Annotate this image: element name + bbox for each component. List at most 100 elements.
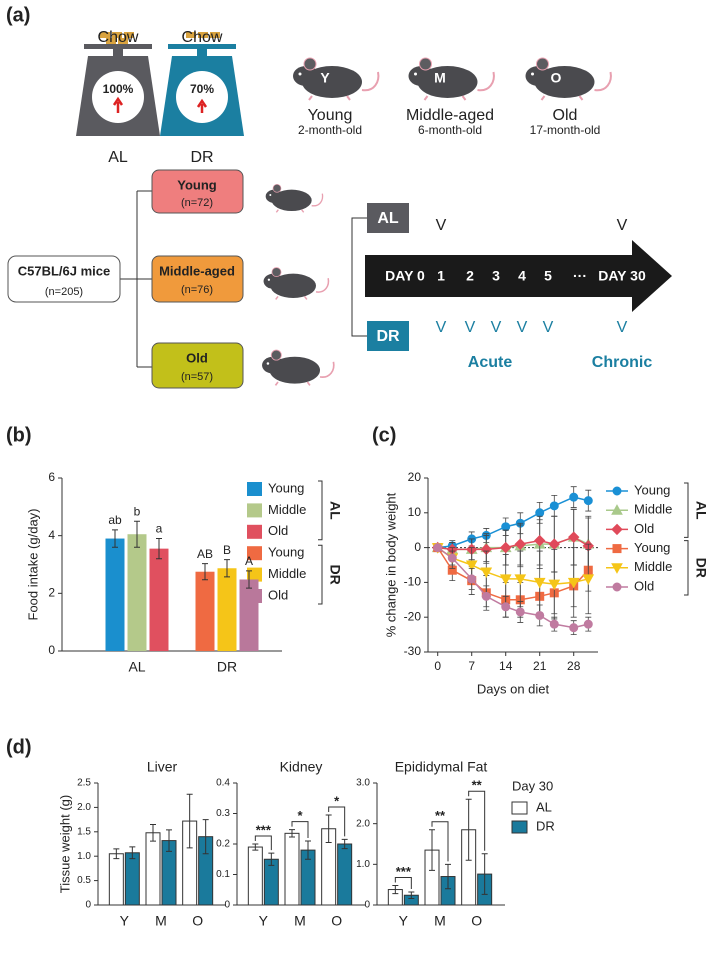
error-bar xyxy=(445,863,451,890)
group-n: (n=76) xyxy=(181,284,213,296)
marker xyxy=(480,567,493,578)
marker xyxy=(582,574,595,585)
x-tick-label: 7 xyxy=(468,659,475,673)
bar xyxy=(145,832,161,906)
bar xyxy=(284,832,300,906)
row-box xyxy=(367,321,409,351)
panel-label: (b) xyxy=(6,424,32,446)
legend-bracket xyxy=(318,480,323,541)
marker xyxy=(548,579,561,591)
x-tick-label: DR xyxy=(217,659,237,675)
error-bar xyxy=(481,853,488,895)
legend-marker xyxy=(611,504,623,515)
bar xyxy=(127,534,147,651)
x-tick-label: O xyxy=(331,913,342,929)
group-label: Middle-aged xyxy=(159,263,235,278)
letter-label: B xyxy=(223,543,231,557)
day-label: DAY 0 xyxy=(385,268,425,284)
phase-label: Acute xyxy=(468,354,513,371)
legend-marker xyxy=(611,523,623,536)
significance-bracket xyxy=(254,835,272,851)
legend-bracket xyxy=(684,540,689,596)
legend-marker xyxy=(612,544,622,554)
line xyxy=(437,546,589,629)
panel-label: (c) xyxy=(372,424,396,446)
scale-al xyxy=(76,32,160,136)
legend-label: Old xyxy=(634,578,654,593)
legend-label: Middle xyxy=(634,502,672,517)
marker xyxy=(481,591,491,601)
x-tick-label: M xyxy=(434,913,446,929)
significance-label: ** xyxy=(435,808,446,823)
legend-label: Young xyxy=(268,480,304,495)
marker xyxy=(514,538,526,550)
legend-group-label: DR xyxy=(693,558,709,578)
letter-label: ab xyxy=(108,513,122,527)
marker xyxy=(568,531,580,543)
legend-label: Old xyxy=(268,587,288,602)
y-tick-label: 0 xyxy=(414,540,421,554)
y-tick-label: 2.0 xyxy=(356,818,370,829)
day-label: 5 xyxy=(544,268,552,284)
significance-bracket xyxy=(394,876,412,889)
marker xyxy=(501,602,511,612)
marker xyxy=(467,574,477,584)
x-tick-label: 0 xyxy=(434,659,441,673)
bar xyxy=(124,852,140,906)
x-tick-label: M xyxy=(294,913,306,929)
y-tick-label: 10 xyxy=(408,505,422,519)
letter-label: a xyxy=(156,522,163,536)
y-tick-label: 2 xyxy=(48,586,55,600)
row-label: AL xyxy=(377,210,399,227)
error-bar xyxy=(202,563,208,581)
panel-label: (a) xyxy=(6,4,30,26)
group-label: Young xyxy=(177,177,217,192)
marker xyxy=(549,501,559,511)
y-tick-label: 0.1 xyxy=(216,869,230,880)
x-tick-label: Y xyxy=(120,913,130,929)
scale-percent: 70% xyxy=(190,82,214,96)
significance-bracket xyxy=(291,821,309,838)
bar xyxy=(247,846,263,906)
legend-bracket xyxy=(318,544,323,605)
phase-label: Chronic xyxy=(592,354,653,371)
y-tick-label: 0.3 xyxy=(216,808,230,819)
bar xyxy=(108,853,124,906)
y-tick-label: 0 xyxy=(85,900,91,911)
y-tick-label: 0.5 xyxy=(77,875,91,886)
legend-group-label: DR xyxy=(327,564,343,584)
y-tick-label: 1.5 xyxy=(77,826,91,837)
day-label: 2 xyxy=(466,268,474,284)
legend-label: Middle xyxy=(634,559,672,574)
x-tick-label: AL xyxy=(128,659,145,675)
y-axis-label: Tissue weight (g) xyxy=(57,795,72,894)
dr-mark: V xyxy=(517,319,528,336)
marker xyxy=(447,553,457,563)
y-tick-label: 0.2 xyxy=(216,839,230,850)
marker xyxy=(535,508,545,518)
significance-bracket xyxy=(468,790,486,851)
mouse-label: Young xyxy=(308,107,353,124)
legend-label: Middle xyxy=(268,502,306,517)
day-label: 1 xyxy=(437,268,445,284)
marker xyxy=(500,541,512,554)
error-bar xyxy=(268,852,275,866)
legend-swatch xyxy=(247,524,262,539)
significance-bracket xyxy=(328,806,346,837)
source-box xyxy=(7,255,121,303)
y-tick-label: -10 xyxy=(404,575,422,589)
dr-mark: V xyxy=(617,319,628,336)
error-bar xyxy=(289,829,295,838)
y-tick-label: 0 xyxy=(364,900,370,911)
error-bar xyxy=(112,529,118,548)
error-bar xyxy=(113,848,120,860)
error-bar xyxy=(252,843,259,851)
significance-label: *** xyxy=(396,864,412,879)
mouse-icon xyxy=(524,56,612,102)
mouse-letter: M xyxy=(434,70,446,86)
y-tick-label: -30 xyxy=(404,644,422,658)
line xyxy=(437,546,589,585)
x-tick-label: Y xyxy=(259,913,269,929)
